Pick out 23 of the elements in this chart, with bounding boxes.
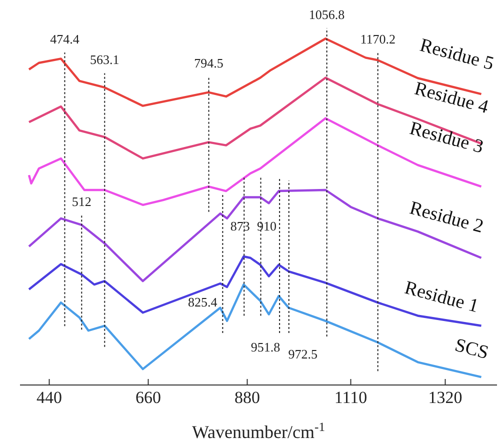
ref-line-label: 825.4 [188,294,218,310]
ref-line-label: 910 [257,218,276,234]
x-tick-label: 660 [136,388,161,408]
text: Residue 1 [402,277,481,318]
x-tick-label: 440 [36,388,62,408]
x-tick-label: 1110 [334,388,368,408]
x-tick-label: 1320 [428,388,462,408]
ref-line-label: 794.5 [194,55,224,70]
text: Residue 5 [418,34,496,75]
ref-line-label: 1170.2 [360,31,396,46]
ref-line-label: 512 [72,194,92,210]
ref-line-label: 563.1 [90,52,120,68]
ref-line-label: 1056.8 [308,7,345,22]
text: Residue 3 [407,118,486,158]
text: Residue 2 [407,198,486,238]
ref-line-label: 873 [230,218,250,234]
ref-line-label: 951.8 [250,340,280,355]
x-tick-label: 880 [234,388,260,408]
ref-line-label: 474.4 [50,31,80,46]
ref-line-label: 972.5 [288,346,318,362]
text: Residue 4 [412,78,492,118]
text: SCS [452,334,491,364]
x-axis-title: Wavenumber/cm$^{-1}$ [192,420,326,442]
